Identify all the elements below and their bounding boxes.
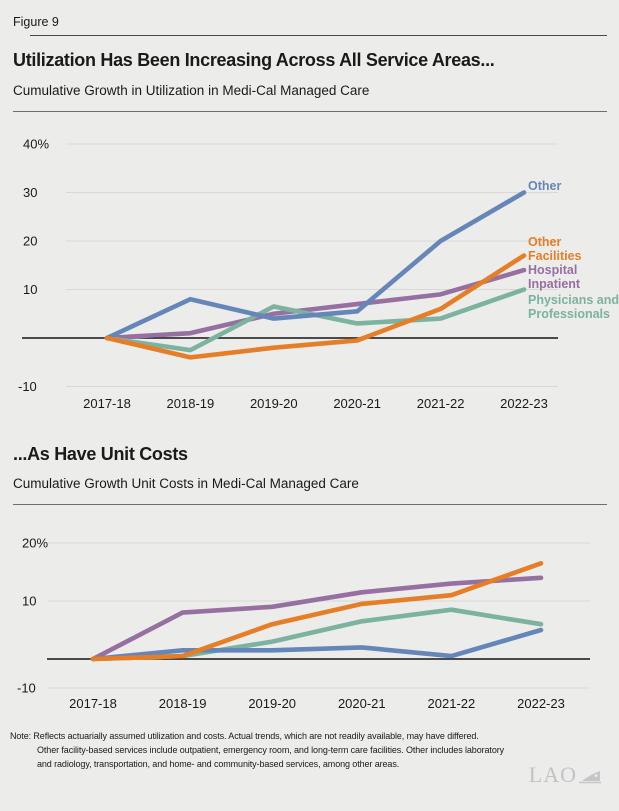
y-tick-label: 10	[23, 282, 37, 297]
x-tick-label: 2017-18	[69, 696, 117, 711]
figure-rule	[30, 35, 607, 36]
figure-label: Figure 9	[13, 15, 59, 29]
chart2-title: ...As Have Unit Costs	[13, 444, 188, 464]
chart2-rule	[13, 504, 607, 505]
x-tick-label: 2018-19	[167, 396, 215, 411]
x-tick-label: 2020-21	[338, 696, 386, 711]
chart1-title: Utilization Has Been Increasing Across A…	[13, 50, 495, 70]
y-tick-label: 40%	[23, 137, 49, 152]
x-tick-label: 2022-23	[517, 696, 565, 711]
x-tick-label: 2020-21	[333, 396, 381, 411]
chart2-subtitle: Cumulative Growth Unit Costs in Medi-Cal…	[13, 476, 359, 491]
unit-costs-chart: 20% 10 -10 2017-18 2018-19 2019-20 2020-21 2021…	[17, 536, 590, 711]
x-tick-label: 2019-20	[248, 696, 296, 711]
series-line-other	[104, 190, 527, 341]
series-line-other-facilities	[90, 560, 544, 662]
note-line-3: and radiology, transportation, and home-…	[37, 758, 400, 769]
series-line-other-facilities	[104, 253, 527, 360]
series-line-hospital-inpatient	[104, 267, 527, 341]
series-line-physicians-and-professionals	[104, 287, 527, 353]
chart1-subtitle: Cumulative Growth in Utilization in Medi…	[13, 83, 370, 98]
y-tick-label: -10	[17, 681, 36, 696]
x-tick-label: 2021-22	[428, 696, 476, 711]
lao-flag-icon	[579, 771, 601, 784]
y-tick-label: 10	[22, 594, 36, 609]
series-end-label: Hospital	[528, 263, 577, 277]
chart1-rule	[13, 111, 607, 112]
series-end-label: Other	[528, 235, 561, 249]
note-line-1: Note: Reflects actuarially assumed utili…	[10, 731, 479, 741]
series-end-label: Facilities	[528, 249, 582, 263]
x-tick-label: 2019-20	[250, 396, 298, 411]
series-end-label: Inpatient	[528, 277, 581, 291]
y-tick-label: 20%	[22, 536, 48, 551]
note-line-2: Other facility-based services include ou…	[37, 744, 505, 755]
x-tick-label: 2017-18	[83, 396, 131, 411]
series-end-label: Other	[528, 179, 561, 193]
y-tick-label: -10	[18, 379, 37, 394]
x-tick-label: 2022-23	[500, 396, 548, 411]
figure-note: Note: Reflects actuarially assumed utili…	[10, 730, 504, 771]
x-tick-label: 2018-19	[159, 696, 207, 711]
x-tick-label: 2021-22	[417, 396, 465, 411]
series-line-hospital-inpatient	[90, 575, 544, 662]
y-tick-label: 30	[23, 185, 37, 200]
utilization-chart: 40% 30 20 10 -10 2017-18 2018-19 2019-20 2020-21…	[18, 137, 619, 412]
series-line-other	[90, 627, 544, 662]
lao-logo-text: LAO	[528, 762, 577, 787]
lao-logo: LAO	[529, 762, 602, 788]
series-end-label: Physicians and	[528, 293, 619, 307]
series-end-label: Professionals	[528, 307, 610, 321]
y-tick-label: 20	[23, 234, 37, 249]
